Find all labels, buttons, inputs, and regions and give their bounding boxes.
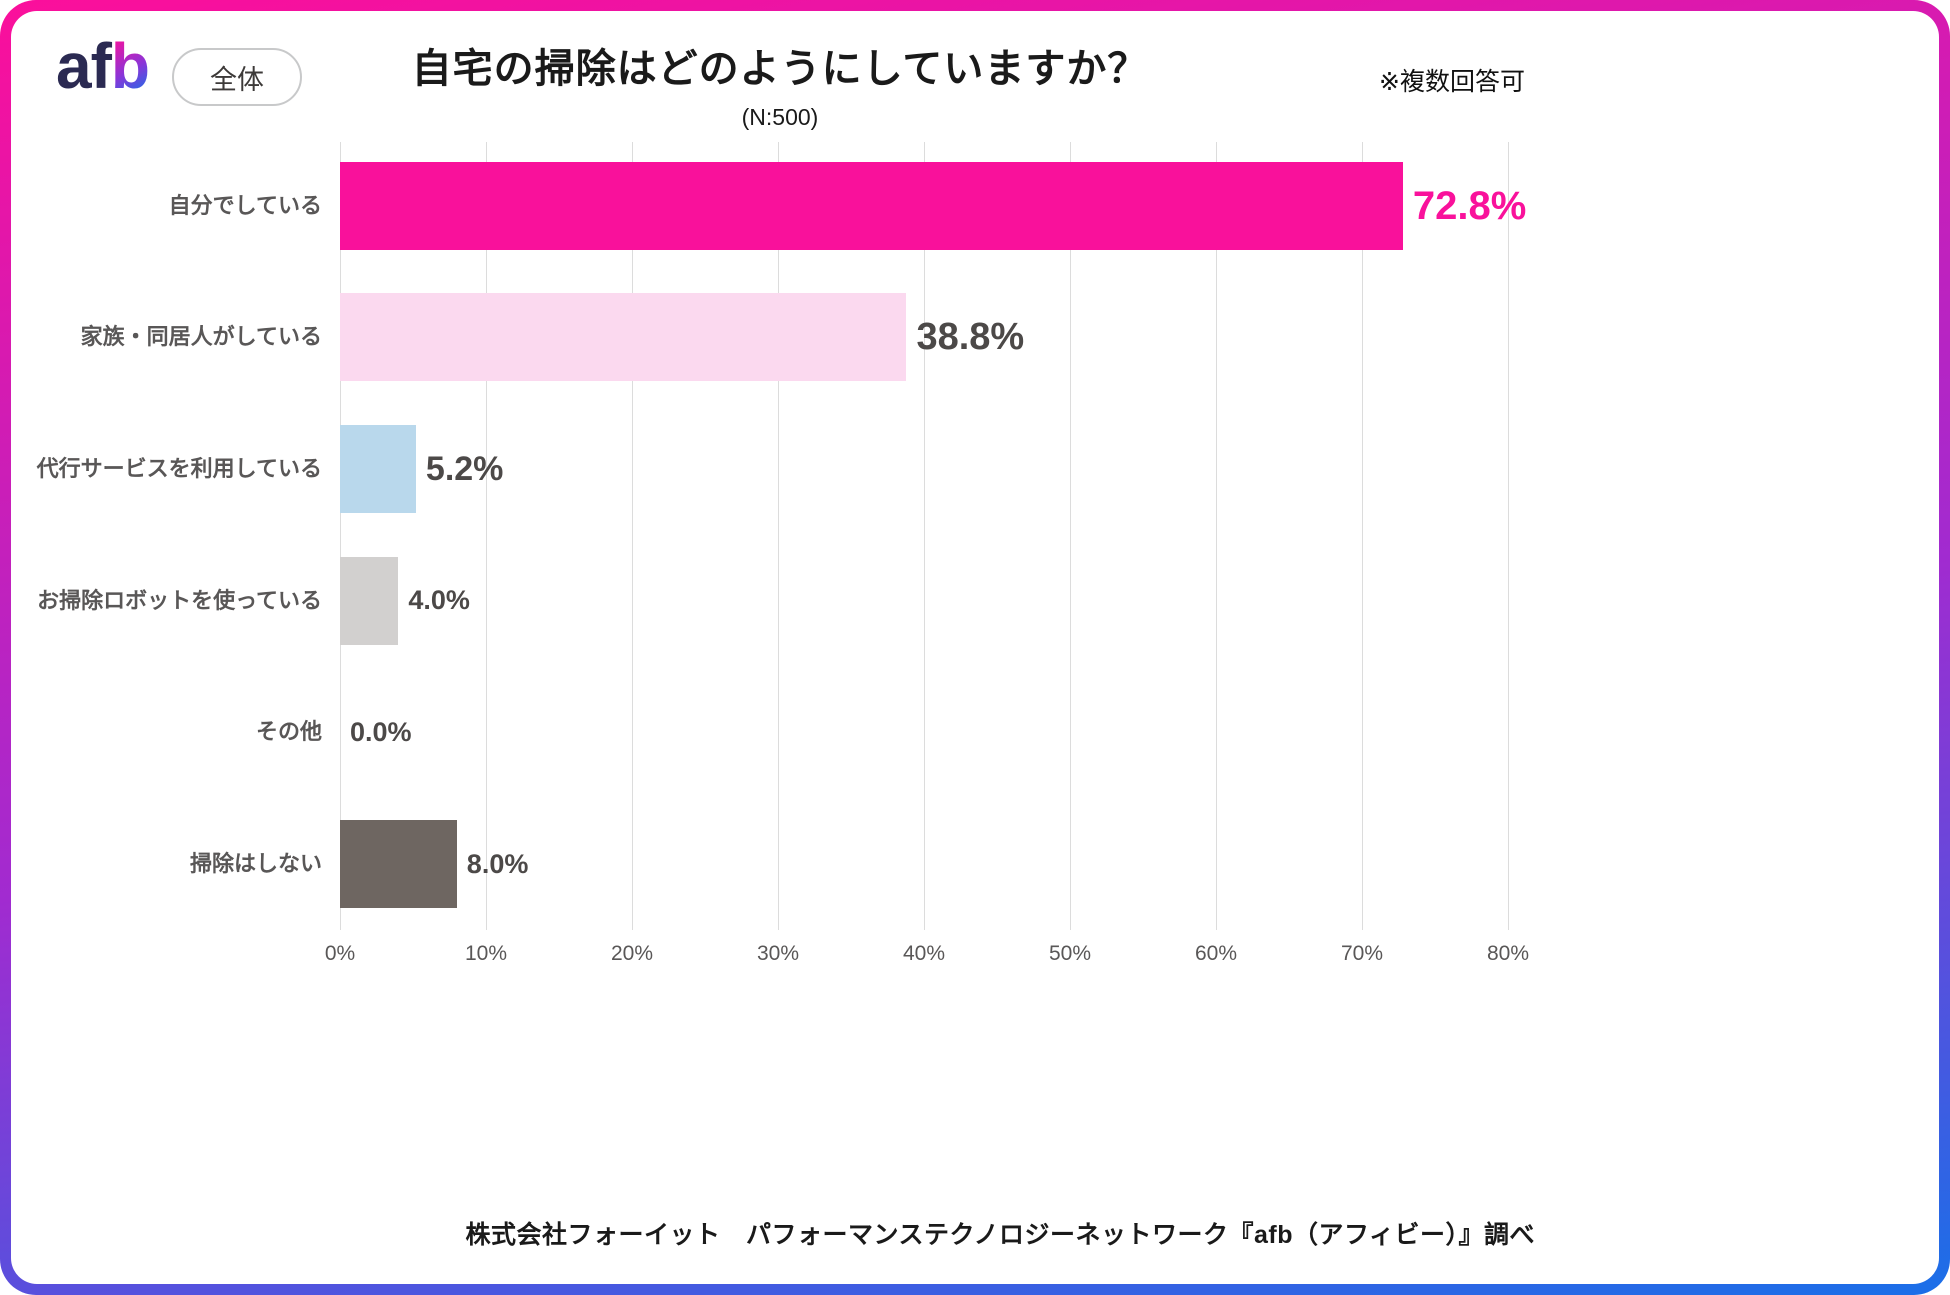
- x-tick-label: 50%: [1048, 942, 1092, 965]
- plot-area: 72.8% 38.8% 5.2% 4.0% 0.0% 8.0%: [340, 140, 1526, 930]
- value-label: 8.0%: [466, 848, 529, 879]
- category-label: 自分でしている: [168, 192, 322, 218]
- value-label: 38.8%: [916, 316, 1025, 359]
- x-tick-label: 60%: [1194, 942, 1238, 965]
- gridline: [924, 142, 925, 930]
- x-tick-label: 0%: [324, 942, 356, 965]
- scope-badge: 全体: [172, 48, 302, 106]
- multiple-answers-note: ※複数回答可: [1379, 68, 1525, 96]
- category-label: 掃除はしない: [189, 850, 322, 876]
- x-tick-label: 30%: [756, 942, 800, 965]
- chart-title: 自宅の掃除はどのようにしていますか？: [411, 47, 1149, 91]
- category-label: 家族・同居人がしている: [80, 324, 322, 350]
- afb-logo: afb: [56, 34, 150, 98]
- x-tick-label: 80%: [1486, 942, 1530, 965]
- category-label: その他: [255, 719, 322, 745]
- value-label: 0.0%: [350, 716, 412, 747]
- bar: [340, 161, 1403, 250]
- gridline: [1070, 142, 1071, 930]
- bar-row: 5.2%: [340, 403, 1508, 535]
- bar: [340, 820, 457, 909]
- bar: [340, 293, 907, 382]
- gridline: [778, 142, 779, 930]
- gridline: [1508, 142, 1509, 930]
- sample-size-label: (N:500): [741, 104, 819, 130]
- logo-text-af: af: [56, 30, 112, 102]
- bar: [340, 556, 399, 645]
- bar-row: 72.8%: [340, 140, 1526, 272]
- bar-row: 4.0%: [340, 535, 1508, 667]
- x-axis-ticks: 0% 10% 20% 30% 40% 50% 60% 70% 80%: [325, 942, 1529, 972]
- title-block: 自宅の掃除はどのようにしていますか？ (N:500): [330, 46, 1230, 131]
- source-credit: 株式会社フォーイット パフォーマンステクノロジーネットワーク『afb（アフィビー…: [465, 1221, 1535, 1249]
- category-label: お掃除ロボットを使っている: [37, 587, 322, 613]
- scope-badge-label: 全体: [210, 64, 264, 95]
- bar-row: 38.8%: [340, 272, 1508, 404]
- bar-row: 0.0%: [340, 667, 1508, 799]
- category-labels-column: 自分でしている家族・同居人がしている代行サービスを利用している お掃除ロボットを使…: [30, 140, 322, 930]
- value-label: 72.8%: [1412, 183, 1527, 228]
- x-tick-label: 40%: [902, 942, 946, 965]
- gridline: [632, 142, 633, 930]
- x-tick-label: 70%: [1340, 942, 1384, 965]
- x-tick-label: 10%: [464, 942, 508, 965]
- gridline: [1362, 142, 1363, 930]
- category-label: 代行サービスを利用している: [36, 455, 322, 481]
- value-label: 4.0%: [408, 585, 470, 616]
- gridline: [340, 142, 341, 930]
- logo-text-b: b: [110, 30, 150, 102]
- bar: [340, 425, 416, 514]
- gridline: [1216, 142, 1217, 930]
- gridline: [486, 142, 487, 930]
- bar-row: 8.0%: [340, 798, 1508, 930]
- x-tick-label: 20%: [610, 942, 654, 965]
- value-label: 5.2%: [425, 450, 504, 489]
